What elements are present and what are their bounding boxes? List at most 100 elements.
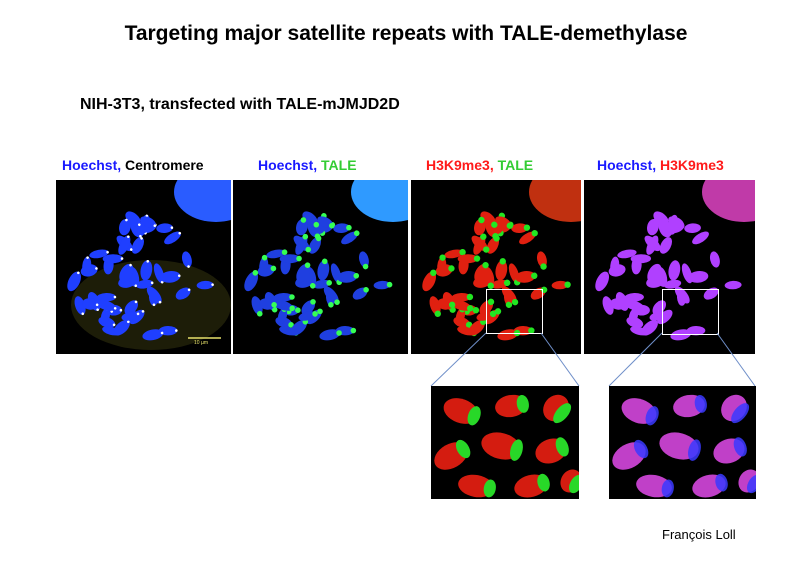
chromosome: [259, 254, 269, 275]
chromosome: [535, 437, 569, 464]
panel-3-label: H3K9me3, TALE: [426, 157, 533, 173]
chromosome: [102, 254, 124, 264]
micrograph-hoechst-tale: [233, 180, 408, 354]
chromosome: [519, 230, 538, 245]
chromosome: [647, 218, 659, 236]
chromosome: [473, 233, 487, 255]
zoom-inset-h3k9me3-tale: [431, 386, 579, 499]
panel-4-label-b: H3K9me3: [660, 157, 724, 173]
chromosome: [551, 280, 571, 290]
chromosome: [317, 216, 335, 229]
chromosome: [724, 280, 742, 290]
chromosome: [437, 298, 456, 310]
chromosome: [175, 287, 191, 300]
micrograph-hoechst-h3k9me3: [584, 180, 755, 354]
chromosome: [266, 249, 288, 259]
chromosome: [621, 398, 659, 426]
chromosome: [636, 474, 674, 498]
chromosome: [501, 286, 519, 306]
panel-1-label-b: Centromere: [125, 157, 204, 173]
chromosome: [713, 437, 747, 464]
micrograph-h3k9me3-tale: [411, 180, 581, 354]
micrograph-hoechst-centromere: 10 µm: [56, 180, 231, 354]
chromosome: [131, 237, 145, 254]
zoom-region-box: [486, 289, 543, 334]
panel-3-label-a: H3K9me3,: [426, 157, 494, 173]
chromosome: [444, 248, 466, 259]
chromosome: [135, 279, 154, 289]
chromosome: [495, 258, 508, 281]
chromosome: [272, 299, 295, 312]
chromosome: [514, 473, 550, 498]
chromosome: [543, 394, 572, 424]
chromosome: [298, 311, 318, 321]
chromosome: [259, 298, 277, 310]
chromosome: [317, 258, 330, 281]
chromosome: [312, 279, 332, 289]
chromosome: [121, 311, 140, 321]
chromosome: [333, 223, 352, 234]
chromosome: [659, 237, 673, 254]
chromosome: [181, 251, 192, 268]
chromosome: [437, 254, 447, 275]
interphase-nucleus: [702, 180, 755, 222]
panel-4-label-a: Hoechst,: [597, 157, 657, 173]
chromosome: [251, 296, 263, 317]
chromosome: [82, 298, 99, 310]
chromosome: [647, 263, 662, 283]
chromosome: [337, 270, 360, 283]
panel-2-label: Hoechst, TALE: [258, 157, 357, 173]
chromosome: [118, 235, 131, 255]
chromosome: [481, 432, 523, 461]
chromosome: [142, 329, 164, 341]
chromosome: [443, 398, 481, 426]
chromosome: [668, 216, 685, 228]
chromosome: [673, 394, 707, 418]
chromosome: [490, 279, 511, 289]
chromosome: [296, 262, 311, 283]
chromosome: [617, 249, 637, 259]
chromosome: [422, 269, 437, 292]
chromosome: [158, 326, 178, 336]
chromosome: [684, 223, 701, 234]
interphase-nucleus: [174, 180, 231, 222]
chromosome: [476, 310, 497, 321]
chromosome: [352, 287, 369, 300]
zoom-inset-hoechst-h3k9me3: [609, 386, 756, 499]
panel-1-label-a: Hoechst,: [62, 157, 122, 173]
slide-subtitle: NIH-3T3, transfected with TALE-mJMJD2D: [80, 96, 400, 113]
slide-title: Targeting major satellite repeats with T…: [124, 22, 688, 45]
zoom-region-box: [662, 289, 719, 335]
chromosome: [668, 260, 681, 281]
chromosome: [688, 270, 709, 283]
chromosome: [692, 473, 728, 498]
chromosome: [156, 223, 174, 234]
chromosome: [196, 280, 214, 290]
chromosome: [160, 270, 181, 283]
chromosome: [623, 299, 645, 311]
chromosome: [458, 474, 496, 498]
chromosome: [319, 329, 342, 341]
chromosome: [67, 271, 82, 292]
chromosome: [244, 270, 259, 292]
chromosome: [560, 469, 579, 494]
chromosome: [511, 223, 531, 234]
chromosome: [474, 216, 486, 236]
chromosome: [628, 308, 639, 324]
panel-2-label-b: TALE: [321, 157, 357, 173]
chromosome: [95, 299, 117, 311]
chromosome: [738, 469, 756, 494]
chromosome: [140, 216, 157, 228]
chromosome: [703, 287, 719, 300]
chromosome: [474, 261, 489, 283]
interphase-nucleus: [351, 180, 408, 222]
chromosome: [429, 296, 441, 317]
panel-1-label: Hoechst, Centromere: [62, 157, 204, 173]
chromosome: [82, 256, 92, 275]
chromosome: [721, 394, 750, 424]
chromosome: [301, 299, 316, 315]
chromosome: [630, 254, 652, 264]
panel-2-label-a: Hoechst,: [258, 157, 318, 173]
chromosome: [279, 254, 302, 264]
